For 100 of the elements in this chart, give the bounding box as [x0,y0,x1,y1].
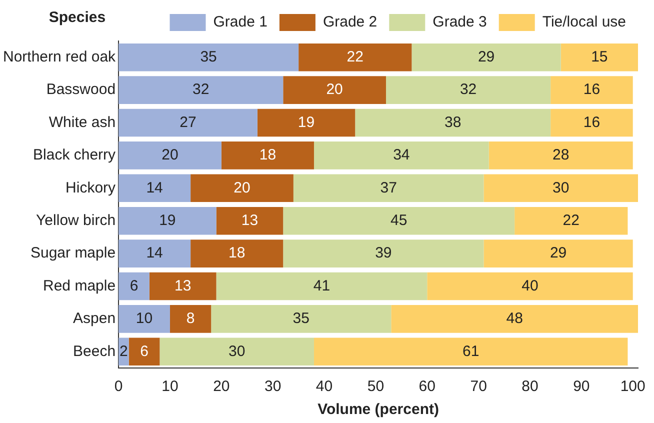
x-tick-label: 80 [522,378,538,396]
bar [216,206,284,235]
data-label: 19 [298,114,315,131]
bar [412,43,561,72]
data-label: 15 [591,48,608,66]
bar [391,305,638,333]
bar [283,240,484,268]
bar [484,174,638,202]
bar [355,108,551,137]
y-tick-label: Aspen [73,310,116,328]
data-label: 20 [162,146,178,164]
bar [427,272,633,300]
bar [118,174,191,202]
data-label: 6 [140,342,148,360]
bar [314,142,489,170]
bar [386,76,551,104]
y-tick-label: Black cherry [33,146,116,164]
x-tick-label: 20 [213,378,230,396]
data-label: 61 [462,342,480,360]
y-tick-label: Hickory [66,179,116,196]
data-label: 13 [241,212,258,229]
x-axis-title: Volume (percent) [318,401,439,418]
x-tick-label: 30 [264,378,282,396]
data-label: 38 [444,114,462,131]
y-tick-label: Sugar maple [30,244,116,262]
data-label: 29 [550,244,567,262]
bar [149,272,216,300]
bar [550,108,633,137]
y-tick-label: Beech [73,342,116,360]
bar [283,206,515,235]
data-label: 20 [326,81,343,98]
bar [560,43,638,72]
x-tick-label: 100 [620,378,646,396]
data-label: 34 [393,146,410,164]
x-tick-label: 90 [573,378,590,396]
data-label: 35 [200,48,217,66]
bar [118,305,170,333]
y-tick-label: Yellow birch [36,212,116,229]
bar [160,338,314,366]
bar [118,76,284,104]
y-tick-label: Red maple [43,277,116,294]
bar [118,272,150,300]
bar [118,43,299,72]
data-label: 14 [146,244,163,262]
bar [514,206,628,235]
data-label: 40 [522,277,538,294]
y-tick-label: Basswood [46,81,116,98]
data-label: 22 [562,212,580,229]
x-tick-label: 60 [418,378,436,396]
x-tick-label: 50 [367,378,384,396]
bar [190,174,294,202]
y-tick-label: Northern red oak [2,48,116,66]
bar [221,142,314,170]
data-label: 20 [234,179,250,196]
data-label: 27 [180,114,196,131]
data-label: 13 [174,277,192,294]
data-label: 6 [130,277,138,294]
data-label: 45 [390,212,408,229]
bar [118,108,258,137]
data-label: 22 [346,48,364,66]
data-label: 16 [583,114,600,131]
bar [118,240,191,268]
x-tick-label: 0 [114,378,123,396]
data-label: 39 [375,244,392,262]
bar [170,305,212,333]
data-label: 30 [552,179,570,196]
bar [484,240,633,268]
data-label: 8 [186,310,195,328]
data-label: 2 [120,342,128,360]
data-label: 18 [259,146,276,164]
bar [216,272,428,300]
bar [550,76,633,104]
y-axis-title: Species [48,9,106,26]
bar [211,305,392,333]
x-tick-label: 40 [316,378,333,396]
data-label: 29 [478,48,495,66]
data-label: 10 [136,310,153,328]
data-label: 16 [583,81,600,98]
data-label: 19 [159,212,176,229]
data-label: 41 [313,277,330,294]
legend-label: Grade 2 [322,14,378,31]
data-label: 30 [228,342,246,360]
bar [314,338,628,366]
bar [190,240,284,268]
legend-label: Grade 3 [432,14,487,31]
data-label: 37 [380,179,397,196]
bar [118,206,216,235]
legend-label: Grade 1 [213,14,268,31]
bar [298,43,412,72]
data-label: 48 [506,310,523,328]
bar [257,108,356,137]
bar [118,142,222,170]
bar [128,338,160,366]
data-label: 28 [552,146,570,164]
x-tick-label: 10 [162,378,178,396]
bar [488,142,633,170]
bar [283,76,386,104]
data-label: 14 [146,179,163,196]
data-label: 32 [460,81,477,98]
data-label: 32 [192,81,210,98]
